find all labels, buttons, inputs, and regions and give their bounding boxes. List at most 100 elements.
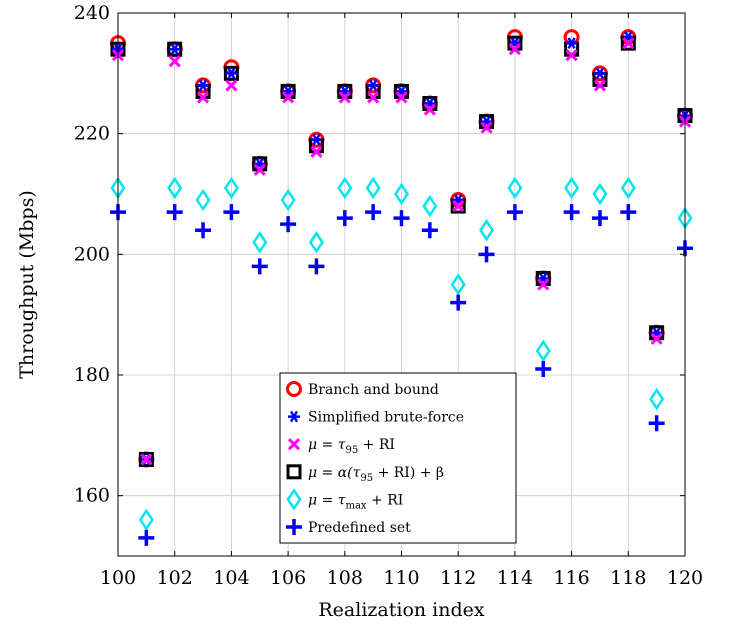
data-point-x: [593, 79, 607, 92]
data-point-diamond: [535, 339, 551, 363]
legend-label: Branch and bound: [308, 382, 439, 398]
series-x: [111, 37, 692, 466]
x-tick-label: 102: [157, 567, 193, 589]
data-point-x: [367, 91, 380, 104]
legend-label: Predefined set: [308, 520, 411, 536]
x-tick-label: 120: [667, 567, 703, 589]
y-axis-label: Throughput (Mbps): [16, 190, 38, 379]
legend-marker-asterisk: [288, 410, 300, 423]
data-point-plus: [336, 210, 353, 227]
legend-label: μ = τmax + RI: [308, 492, 403, 511]
data-point-x: [565, 49, 578, 62]
y-tick-label: 220: [74, 123, 110, 145]
data-point-x: [508, 43, 521, 56]
data-point-plus: [591, 210, 608, 227]
data-point-x: [537, 278, 550, 291]
x-axis-label: Realization index: [318, 599, 485, 621]
data-point-diamond: [620, 176, 636, 200]
x-tick-label: 112: [440, 567, 476, 589]
data-point-plus: [450, 294, 467, 311]
data-point-x: [423, 103, 436, 116]
data-point-asterisk: [593, 67, 606, 80]
x-tick-label: 118: [610, 567, 646, 589]
data-point-plus: [280, 216, 297, 233]
data-point-x: [650, 332, 663, 345]
data-point-x: [480, 121, 493, 134]
data-point-diamond: [138, 508, 154, 532]
legend-entry: Branch and bound: [286, 381, 439, 398]
y-tick-label: 200: [74, 243, 110, 265]
data-point-diamond: [280, 188, 296, 212]
data-point-asterisk: [565, 37, 578, 49]
data-point-plus: [535, 360, 552, 377]
x-tick-label: 106: [270, 567, 306, 589]
data-point-asterisk: [367, 79, 380, 92]
x-tick-label: 110: [383, 567, 419, 589]
data-point-diamond: [422, 194, 438, 218]
data-point-plus: [620, 204, 637, 221]
legend-label: μ = τ95 + RI: [308, 437, 395, 456]
data-point-x: [282, 91, 295, 104]
data-point-x: [168, 55, 181, 68]
y-tick-label: 160: [74, 485, 110, 507]
legend-marker-diamond: [286, 488, 302, 511]
plot-markers: [110, 29, 693, 546]
data-point-x: [622, 37, 635, 50]
data-point-diamond: [450, 273, 466, 296]
x-tick-label: 100: [100, 567, 136, 589]
legend-marker-plus: [286, 519, 302, 535]
x-tick-label: 108: [327, 567, 363, 589]
data-point-x: [140, 453, 153, 466]
legend-entry: Predefined set: [286, 519, 411, 536]
data-point-asterisk: [197, 79, 210, 92]
x-tick-label: 104: [213, 567, 249, 589]
data-point-asterisk: [225, 67, 238, 80]
legend-entry: μ = τ95 + RI: [287, 437, 395, 456]
legend-marker-x: [287, 438, 301, 451]
data-point-asterisk: [168, 43, 181, 56]
x-tick-label: 114: [497, 567, 533, 589]
data-point-diamond: [479, 218, 495, 242]
data-point-diamond: [167, 176, 183, 200]
data-point-x: [338, 91, 351, 104]
data-point-diamond: [393, 182, 410, 206]
legend-box: [279, 372, 517, 544]
y-tick-label: 180: [74, 364, 110, 386]
data-point-x: [196, 91, 210, 104]
data-point-x: [452, 200, 465, 213]
data-point-diamond: [592, 182, 608, 206]
legend-marker-square: [286, 464, 302, 480]
data-point-diamond: [252, 231, 268, 254]
data-point-plus: [223, 204, 240, 221]
data-point-plus: [506, 204, 523, 221]
axis-ticks: 100 102 104 106 108 110 112 114 116 118 120 160 180 2…: [74, 2, 703, 589]
data-point-plus: [195, 222, 212, 239]
legend-entry: μ = α(τ95 + RI) + β: [286, 464, 444, 484]
data-point-x: [225, 79, 238, 92]
data-point-diamond: [365, 176, 381, 200]
data-point-diamond: [649, 387, 665, 411]
legend-label: μ = α(τ95 + RI) + β: [308, 465, 444, 484]
data-point-plus: [308, 258, 325, 275]
legend-entry: μ = τmax + RI: [286, 488, 403, 511]
data-point-diamond: [223, 176, 239, 200]
data-point-x: [395, 91, 408, 104]
data-point-plus: [393, 210, 410, 227]
data-point-diamond: [564, 176, 580, 200]
data-point-diamond: [337, 176, 353, 200]
data-point-plus: [365, 204, 382, 221]
data-point-plus: [166, 204, 183, 221]
data-point-x: [253, 163, 266, 176]
data-point-plus: [648, 415, 665, 432]
data-point-plus: [251, 258, 268, 275]
data-point-diamond: [308, 231, 324, 254]
data-point-plus: [478, 246, 495, 263]
data-point-x: [310, 145, 323, 158]
legend-marker-circle: [286, 381, 302, 397]
x-tick-label: 116: [553, 567, 589, 589]
data-point-plus: [563, 204, 580, 221]
data-point-plus: [421, 222, 438, 239]
data-point-diamond: [195, 188, 211, 212]
legend-label: Simplified brute-force: [308, 410, 464, 426]
